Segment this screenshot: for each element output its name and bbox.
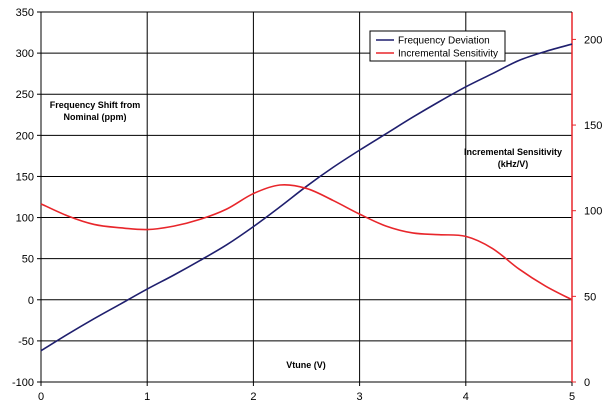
y-left-tick-label: 350: [16, 7, 34, 19]
y-right-tick-label: 200: [584, 34, 602, 46]
x-tick-label: 4: [463, 391, 469, 403]
y-left-tick-label: 150: [16, 171, 34, 183]
series-layer: [40, 43, 573, 352]
y-right-tick-label: 0: [584, 377, 590, 389]
frequency-deviation-line: [40, 43, 573, 352]
legend-box: [369, 30, 506, 62]
grid-layer: [40, 11, 573, 383]
y-left-tick-label: -50: [18, 336, 34, 348]
y-left-axis-title: Nominal (ppm): [64, 112, 127, 122]
y-left-tick-label: 100: [16, 213, 34, 225]
y-right-axis-title: Incremental Sensitivity: [464, 147, 562, 157]
y-left-tick-label: 50: [22, 254, 34, 266]
plot-area: [41, 12, 572, 382]
y-right-axis-title: (kHz/V): [498, 159, 529, 169]
legend-entry: Incremental Sensitivity: [398, 49, 498, 60]
x-tick-label: 0: [38, 391, 44, 403]
axes-layer: [37, 11, 576, 386]
legend-entry: Frequency Deviation: [398, 36, 490, 47]
legend: Frequency Deviation Incremental Sensitivi…: [369, 30, 506, 62]
y-left-axis-title: Frequency Shift from: [50, 100, 141, 110]
incremental-sensitivity-line: [40, 184, 573, 301]
x-tick-label: 3: [357, 391, 363, 403]
y-right-tick-label: 150: [584, 120, 602, 132]
y-left-tick-label: 250: [16, 89, 34, 101]
x-tick-label: 2: [250, 391, 256, 403]
x-tick-label: 1: [144, 391, 150, 403]
y-left-tick-label: 200: [16, 130, 34, 142]
y-left-tick-label: -100: [12, 377, 34, 389]
y-left-tick-label: 0: [28, 295, 34, 307]
y-right-tick-label: 50: [584, 291, 596, 303]
x-tick-label: 5: [569, 391, 575, 403]
y-left-tick-label: 300: [16, 48, 34, 60]
x-axis-title: Vtune (V): [286, 360, 326, 370]
y-right-tick-label: 100: [584, 206, 602, 218]
